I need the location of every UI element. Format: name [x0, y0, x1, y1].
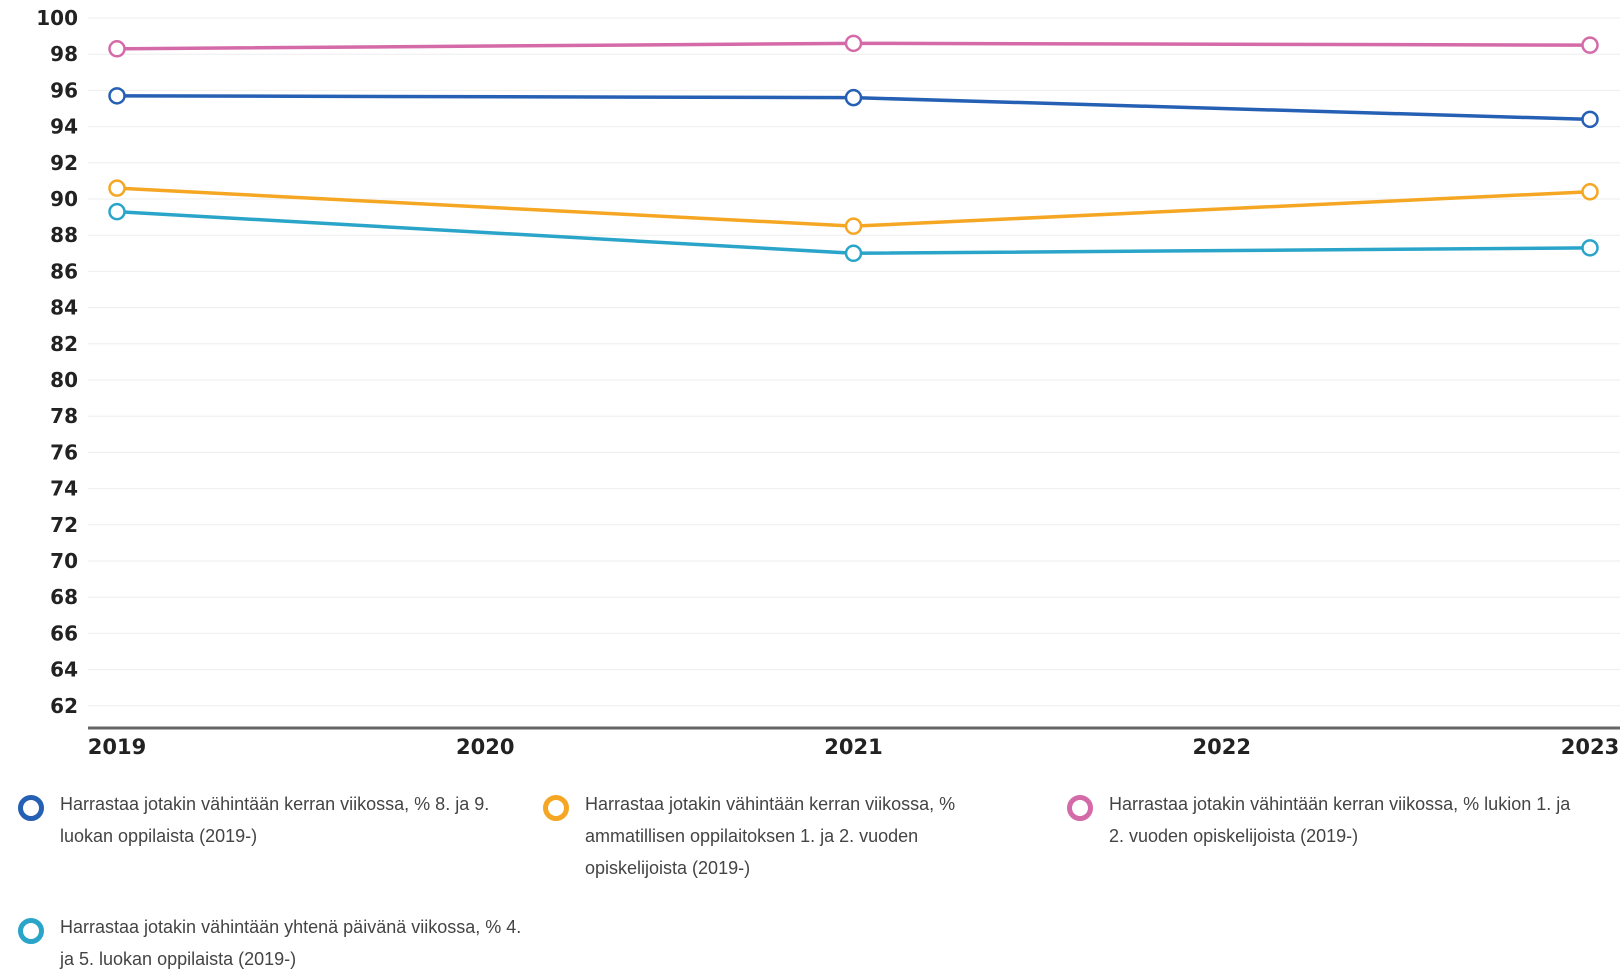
y-tick-label: 72: [50, 513, 78, 537]
data-point[interactable]: [844, 88, 863, 107]
data-point[interactable]: [1581, 239, 1599, 257]
series-1: [108, 179, 1599, 235]
y-tick-label: 86: [50, 259, 78, 283]
legend-marker-icon: [543, 795, 569, 821]
data-point[interactable]: [1581, 36, 1599, 54]
y-tick-label: 90: [50, 187, 78, 211]
line-chart: 100 98 96 94 92 90 88 86 84 82 80 78 76 74 72 70 68 66 64 6…: [36, 6, 1620, 759]
y-tick-label: 84: [50, 296, 78, 320]
data-point[interactable]: [108, 202, 126, 221]
legend-marker-icon: [1067, 795, 1093, 821]
series-3: [108, 202, 1599, 263]
data-point[interactable]: [844, 34, 863, 53]
y-tick-label: 92: [50, 151, 78, 175]
data-point[interactable]: [844, 217, 863, 235]
legend-marker-icon: [18, 795, 44, 821]
x-tick-label: 2020: [456, 735, 514, 759]
data-point[interactable]: [108, 179, 126, 197]
x-tick-label: 2023: [1561, 735, 1619, 759]
data-point[interactable]: [108, 87, 126, 105]
legend-item-3[interactable]: Harrastaa jotakin vähintään yhtenä päivä…: [18, 916, 528, 975]
y-tick-label: 98: [50, 42, 78, 66]
y-tick-label: 74: [50, 477, 78, 501]
y-tick-label: 76: [50, 440, 78, 464]
series-lines: [108, 34, 1599, 263]
legend-label: Harrastaa jotakin vähintään kerran viiko…: [1109, 794, 1571, 846]
legend-item-2[interactable]: Harrastaa jotakin vähintään kerran viiko…: [1067, 793, 1587, 852]
y-tick-label: 94: [50, 115, 78, 139]
gridlines: [88, 17, 1620, 707]
y-tick-label: 100: [36, 6, 78, 30]
x-tick-label: 2021: [824, 735, 882, 759]
data-point[interactable]: [844, 244, 863, 263]
y-tick-label: 66: [50, 621, 78, 645]
legend-label: Harrastaa jotakin vähintään kerran viiko…: [585, 794, 956, 878]
legend-item-1[interactable]: Harrastaa jotakin vähintään kerran viiko…: [543, 793, 1013, 884]
x-tick-label: 2019: [88, 735, 146, 759]
y-axis-ticks: 100 98 96 94 92 90 88 86 84 82 80 78 76 74 72 70 68 66 64 6…: [36, 6, 78, 718]
legend-label: Harrastaa jotakin vähintään kerran viiko…: [60, 794, 490, 846]
y-tick-label: 96: [50, 78, 78, 102]
x-tick-label: 2022: [1193, 735, 1251, 759]
data-point[interactable]: [1581, 110, 1599, 129]
y-tick-label: 78: [50, 404, 78, 428]
series-2: [108, 34, 1599, 58]
y-tick-label: 64: [50, 658, 78, 682]
legend: Harrastaa jotakin vähintään kerran viiko…: [0, 780, 1620, 977]
data-point[interactable]: [1581, 183, 1599, 201]
data-point[interactable]: [108, 40, 126, 58]
legend-marker-icon: [18, 918, 44, 944]
legend-label: Harrastaa jotakin vähintään yhtenä päivä…: [60, 917, 522, 969]
series-0: [108, 87, 1599, 129]
y-tick-label: 68: [50, 585, 78, 609]
y-tick-label: 82: [50, 332, 78, 356]
x-axis-ticks: 2019 2020 2021 2022 2023: [88, 735, 1619, 759]
legend-item-0[interactable]: Harrastaa jotakin vähintään kerran viiko…: [18, 793, 528, 852]
y-tick-label: 80: [50, 368, 78, 392]
y-tick-label: 62: [50, 694, 78, 718]
y-tick-label: 70: [50, 549, 78, 573]
y-tick-label: 88: [50, 223, 78, 247]
